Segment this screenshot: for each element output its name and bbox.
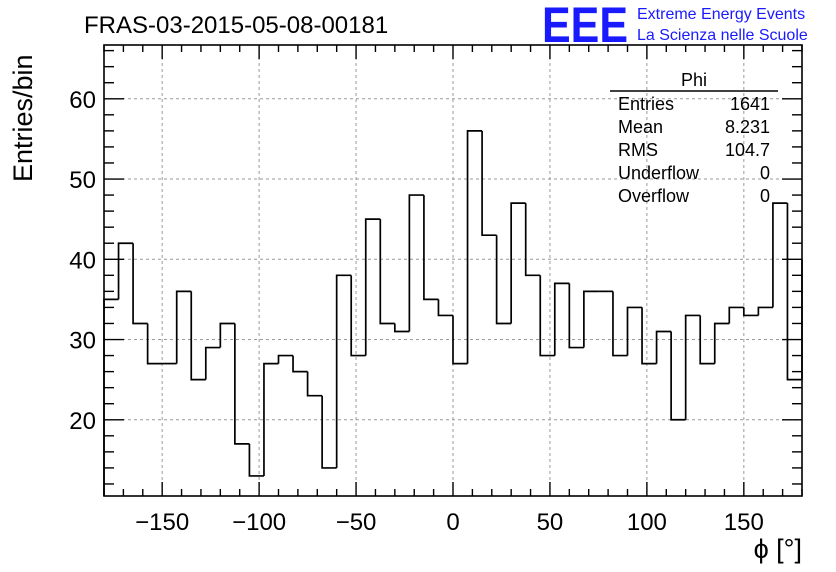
- stats-value: 1641: [730, 94, 770, 114]
- histogram-bin: [742, 307, 759, 317]
- histogram-series: [103, 130, 803, 496]
- grid-lines: [104, 45, 802, 496]
- stats-label: Mean: [618, 117, 663, 137]
- histogram-bin: [175, 290, 192, 364]
- histogram-bin: [452, 315, 468, 365]
- histogram-bin: [466, 130, 483, 364]
- histogram-bin: [510, 202, 526, 324]
- y-tick-label: 40: [69, 247, 96, 274]
- chart-title: FRAS-03-2015-05-08-00181: [84, 12, 388, 39]
- histogram-bin: [423, 195, 439, 301]
- axis-ticks: [103, 45, 803, 496]
- histogram-bin: [612, 291, 628, 357]
- stats-box: Phi Entries 1641 Mean 8.231 RMS 104.7 Underflo…: [610, 70, 778, 206]
- histogram-bin: [626, 306, 643, 356]
- y-axis-label: Entries/bin: [8, 54, 38, 182]
- histogram-bin: [132, 243, 148, 325]
- histogram-bin: [583, 290, 599, 348]
- histogram-bin: [786, 203, 802, 381]
- stats-label: Overflow: [618, 186, 690, 206]
- x-tick-labels: −150 −100 −50 0 50 100 150: [135, 509, 764, 536]
- histogram-bin: [481, 130, 497, 237]
- histogram-bin: [306, 371, 323, 397]
- histogram-bin: [553, 282, 570, 356]
- y-tick-label: 30: [69, 328, 96, 355]
- histogram-bin: [772, 202, 788, 308]
- stats-label: Entries: [618, 94, 674, 114]
- x-tick-label: −50: [336, 509, 377, 536]
- histogram-bin: [539, 275, 555, 357]
- histogram-bin: [263, 362, 279, 476]
- histogram-bin: [641, 307, 657, 365]
- stats-title: Phi: [681, 70, 707, 90]
- histogram-bin: [684, 314, 701, 420]
- histogram-bin: [655, 330, 672, 364]
- x-tick-label: 100: [627, 509, 667, 536]
- x-tick-label: −100: [232, 509, 286, 536]
- stats-value: 104.7: [725, 140, 770, 160]
- histogram-bin: [117, 242, 134, 300]
- histogram-bin: [219, 322, 235, 348]
- histogram-bin: [248, 443, 264, 477]
- histogram-bin: [393, 323, 410, 333]
- histogram-bin: [350, 275, 366, 357]
- logo-line-1: Extreme Energy Events: [637, 6, 805, 23]
- histogram-bin: [728, 306, 744, 324]
- eee-logo: EEE Extreme Energy Events La Scienza nel…: [542, 0, 808, 53]
- stats-value: 0: [760, 163, 770, 183]
- histogram-bin: [292, 355, 308, 373]
- histogram-bin: [713, 322, 730, 364]
- histogram-bin: [568, 283, 584, 349]
- y-tick-label: 60: [69, 87, 96, 114]
- histogram-bin: [103, 298, 119, 496]
- histogram-bin: [524, 203, 541, 277]
- logo-mark: EEE: [542, 0, 628, 53]
- histogram-bin: [234, 323, 250, 445]
- y-tick-label: 50: [69, 167, 96, 194]
- histogram-bin: [364, 218, 381, 356]
- stats-value: 0: [760, 186, 770, 206]
- histogram-bin: [495, 235, 512, 325]
- histogram-bin: [146, 323, 163, 365]
- y-tick-label: 20: [69, 408, 96, 435]
- histogram-bin: [335, 274, 352, 468]
- x-tick-label: 0: [446, 509, 459, 536]
- x-axis-label: ϕ [°]: [754, 534, 802, 564]
- x-tick-label: 50: [537, 509, 564, 536]
- histogram-bin: [757, 306, 773, 316]
- stats-label: Underflow: [618, 163, 700, 183]
- x-tick-label: −150: [135, 509, 189, 536]
- histogram-bin: [670, 331, 686, 421]
- histogram-bin: [321, 395, 337, 469]
- histogram-bin: [204, 346, 221, 380]
- y-tick-labels: 20 30 40 50 60: [69, 87, 96, 435]
- histogram-bin: [379, 219, 395, 325]
- stats-value: 8.231: [725, 117, 770, 137]
- histogram-bin: [437, 299, 453, 317]
- stats-rows: Entries 1641 Mean 8.231 RMS 104.7 Underflow 0 Ov…: [618, 94, 770, 206]
- x-tick-label: 150: [724, 509, 764, 536]
- histogram-bin: [277, 354, 294, 364]
- stats-label: RMS: [618, 140, 658, 160]
- histogram-bin: [408, 194, 424, 332]
- histogram-bin: [190, 291, 206, 381]
- logo-line-2: La Scienza nelle Scuole: [637, 27, 808, 44]
- histogram-bin: [699, 315, 715, 365]
